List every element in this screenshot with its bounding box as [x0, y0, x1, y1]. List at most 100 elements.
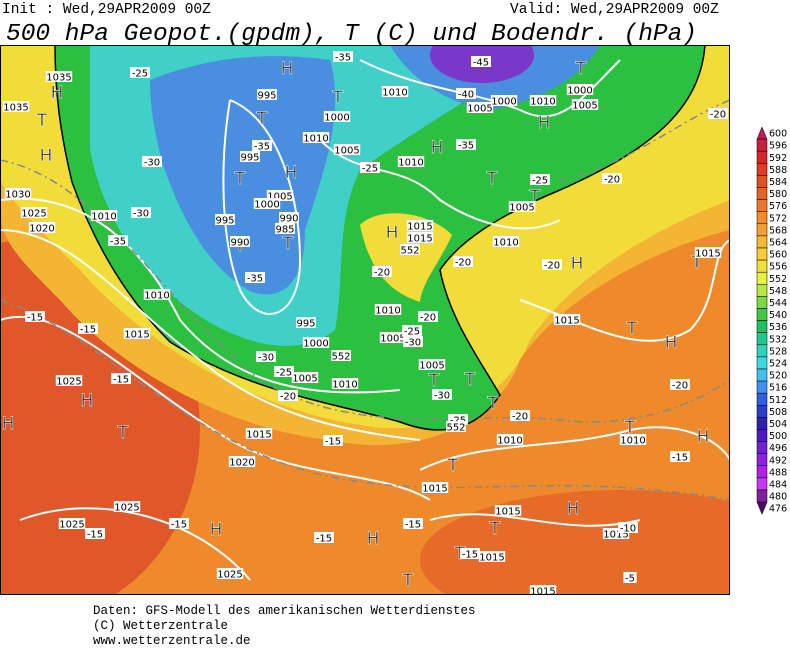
contour-label: 995 [215, 216, 234, 227]
colorbar-cell [756, 284, 768, 297]
label-box [113, 501, 141, 512]
pressure-center: T [447, 456, 459, 476]
contour-label: 1010 [530, 97, 555, 108]
contour-label: 1000 [567, 86, 592, 97]
contour-label: 1005 [380, 334, 405, 345]
label-box [90, 210, 118, 221]
colorbar-cell [756, 465, 768, 479]
contour-label: -15 [405, 520, 421, 531]
contour-label: 985 [275, 225, 294, 236]
colorbar-cell [756, 259, 768, 273]
label-box [215, 214, 235, 225]
colorbar-cell [756, 332, 768, 346]
label-box [278, 390, 298, 401]
label-box [478, 551, 506, 562]
colorbar-label: 556 [769, 262, 787, 273]
contour-label: -15 [316, 534, 332, 545]
contour-label: -15 [27, 313, 43, 324]
colorbar-cell [756, 126, 768, 140]
colorbar-label: 496 [769, 443, 787, 454]
label-box [403, 336, 423, 347]
contour-label: 1035 [3, 103, 28, 114]
contour-label: 1025 [56, 377, 81, 388]
contour-label: -30 [133, 209, 149, 220]
label-box [266, 190, 294, 201]
label-box [20, 207, 48, 218]
label-box [78, 323, 98, 334]
label-box [360, 162, 380, 173]
label-box [529, 95, 557, 106]
contour-label: 1005 [572, 101, 597, 112]
colorbar-cell [756, 405, 768, 418]
colorbar-label: 476 [769, 504, 787, 515]
colorbar-cell [756, 489, 768, 503]
label-box [602, 173, 622, 184]
pressure-center: T [402, 571, 414, 591]
contour-label: 1000 [254, 200, 279, 211]
colorbar-label: 488 [769, 467, 787, 478]
pressure-center: H [281, 59, 294, 79]
label-box [25, 311, 45, 322]
label-box [708, 108, 728, 119]
label-box [530, 174, 550, 185]
pressure-center: T [428, 371, 440, 391]
contour-label: -20 [604, 175, 620, 186]
contour-label: -25 [404, 327, 420, 338]
contour-label: 1015 [603, 530, 628, 541]
contour-label: 1000 [324, 113, 349, 124]
colorbar-label: 504 [769, 419, 787, 430]
colorbar-label: 484 [769, 479, 787, 490]
label-box [460, 548, 480, 559]
contour-label: -15 [462, 550, 478, 561]
colorbar-label: 540 [769, 310, 787, 321]
contour-label: 1005 [467, 104, 492, 115]
label-box [602, 528, 630, 539]
footer-line: www.wetterzentrale.de [93, 634, 251, 648]
contour-label: -25 [362, 164, 378, 175]
label-box [216, 568, 244, 579]
contour-label: 1005 [419, 361, 444, 372]
contour-label: -5 [625, 574, 635, 585]
contour-label: -20 [420, 313, 436, 324]
label-box [4, 188, 32, 199]
label-box [397, 156, 425, 167]
contour-label: 1025 [21, 209, 46, 220]
pressure-center: H [210, 520, 223, 540]
contour-label: 1015 [530, 587, 555, 598]
label-box [302, 132, 330, 143]
label-box [314, 532, 334, 543]
label-box [456, 139, 476, 150]
colorbar-label: 544 [769, 298, 787, 309]
pressure-center: H [81, 391, 94, 411]
colorbar-label: 536 [769, 322, 787, 333]
contour-label: 1010 [332, 380, 357, 391]
label-box [123, 328, 151, 339]
pressure-center: H [665, 333, 678, 353]
pressure-center: H [431, 138, 444, 158]
pressure-center: T [256, 109, 268, 129]
contour-label: -15 [80, 325, 96, 336]
contour-label: -30 [405, 338, 421, 349]
contour-label: 1005 [267, 192, 292, 203]
label-box [108, 235, 128, 246]
label-box [296, 317, 316, 328]
contour-label: -15 [113, 375, 129, 386]
contour-label: 1010 [620, 436, 645, 447]
pressure-center: T [626, 319, 638, 339]
colorbar-cell [756, 501, 768, 515]
contour-label: -15 [87, 530, 103, 541]
label-box [381, 86, 409, 97]
label-box [2, 101, 30, 112]
label-box [374, 304, 402, 315]
contour-label: -20 [512, 412, 528, 423]
contour-label: -30 [144, 158, 160, 169]
pressure-center: T [464, 370, 476, 390]
label-box [510, 410, 530, 421]
pressure-center: H [285, 163, 298, 183]
label-box [253, 198, 281, 209]
label-box [256, 351, 276, 362]
label-box [257, 89, 277, 100]
label-box [566, 84, 594, 95]
colorbar-label: 584 [769, 177, 787, 188]
pressure-center: T [36, 111, 48, 131]
